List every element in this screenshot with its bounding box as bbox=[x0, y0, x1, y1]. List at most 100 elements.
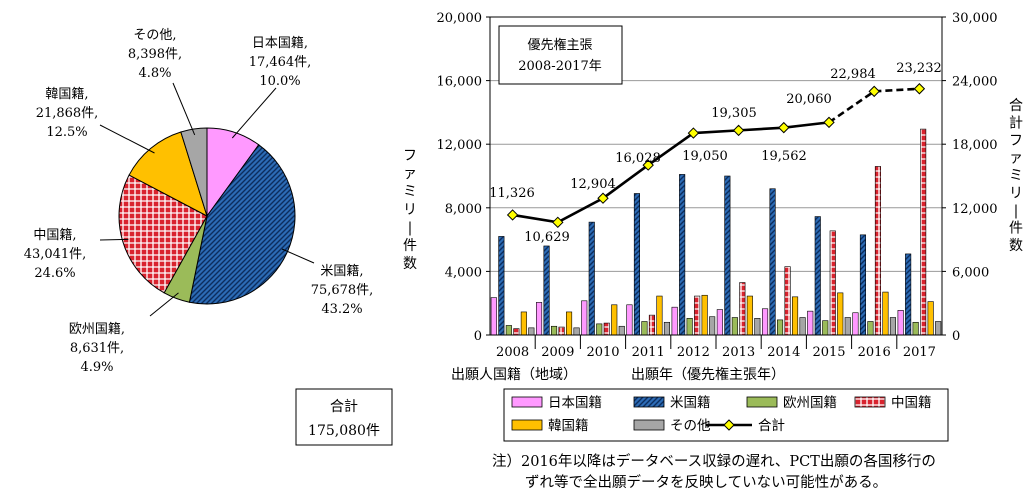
ytick-label-2: 8,000 bbox=[445, 202, 482, 217]
y2tick-label-5: 30,000 bbox=[952, 11, 998, 26]
pie-leader-3 bbox=[99, 238, 129, 241]
pie-chart bbox=[118, 127, 296, 305]
total-label-2015: 20,060 bbox=[786, 92, 832, 107]
ylabel-char-6: 数 bbox=[403, 256, 417, 272]
bar-2012-4 bbox=[701, 294, 708, 336]
y2label-char-2: フ bbox=[1009, 133, 1023, 149]
legend-label-6: 合計 bbox=[758, 418, 785, 434]
pie-caption: 出願人国籍（地域） bbox=[451, 366, 577, 383]
ytick-label-0: 0 bbox=[474, 329, 482, 344]
pie-label-4-0: 韓国籍, bbox=[45, 86, 88, 102]
total-label-2014: 19,562 bbox=[761, 149, 807, 164]
bar-2008-5 bbox=[528, 327, 535, 336]
y2label-char-3: ァ bbox=[1009, 151, 1023, 167]
bar-2011-5 bbox=[663, 321, 671, 336]
bar-2011-0 bbox=[626, 304, 633, 336]
bar-2014-0 bbox=[761, 308, 769, 336]
ylabel-char-3: リ bbox=[403, 202, 417, 218]
ytick-label-3: 12,000 bbox=[437, 138, 483, 153]
y2label-char-8: 数 bbox=[1009, 238, 1023, 254]
total-marker-2015 bbox=[823, 116, 835, 129]
legend-label-4: 韓国籍 bbox=[548, 417, 589, 434]
pie-label-3-1: 43,041件, bbox=[24, 247, 87, 262]
pie-leader-1 bbox=[281, 248, 315, 264]
y2label-char-5: リ bbox=[1009, 186, 1023, 202]
bar-2012-5 bbox=[709, 316, 716, 336]
bar-2014-5 bbox=[799, 317, 806, 336]
total-label-2010: 12,904 bbox=[570, 177, 616, 192]
bar-2015-4 bbox=[837, 292, 844, 336]
bar-2017-1 bbox=[905, 253, 912, 336]
pie-label-5-1: 8,398件, bbox=[128, 47, 182, 62]
bar-2013-0 bbox=[716, 309, 723, 336]
pie-label-0-1: 17,464件, bbox=[249, 55, 312, 70]
bar-2013-5 bbox=[754, 318, 761, 336]
pie-label-2-1: 8,631件, bbox=[70, 341, 124, 356]
y2label-char-7: 件 bbox=[1009, 221, 1023, 237]
legend-label-3: 中国籍 bbox=[891, 394, 932, 411]
total-box: 合計 175,080件 bbox=[295, 388, 393, 446]
bar-title-line1: 優先権主張 bbox=[527, 37, 592, 53]
xtick-label-2011: 2011 bbox=[632, 345, 665, 360]
x-axis-label: 出願年（優先権主張年） bbox=[631, 366, 785, 383]
bar-2017-4 bbox=[927, 301, 934, 336]
total-value: 175,080件 bbox=[308, 423, 380, 439]
bar-series bbox=[490, 128, 942, 336]
footnote-line2: ずれ等で全出願データを反映していない可能性がある。 bbox=[525, 475, 888, 491]
bar-2008-4 bbox=[520, 311, 527, 336]
bar-2016-0 bbox=[852, 312, 859, 336]
total-marker-2017 bbox=[913, 83, 926, 95]
pie-label-4-2: 12.5% bbox=[46, 125, 87, 140]
bar-2015-2 bbox=[822, 320, 829, 336]
pie-leader-5 bbox=[172, 82, 196, 136]
pie-label-3-0: 中国籍, bbox=[33, 227, 76, 243]
pie-labels: 日本国籍, 17,464件, 10.0% 米国籍, 75,678件, 43.2% 欧州国籍,… bbox=[24, 28, 374, 375]
bar-2014-3 bbox=[784, 266, 791, 336]
xtick-label-2016: 2016 bbox=[858, 345, 891, 360]
total-marker-2016 bbox=[868, 85, 880, 98]
total-marker-2013 bbox=[732, 124, 745, 137]
bar-2009-1 bbox=[543, 245, 550, 336]
pie-slice-4 bbox=[128, 131, 208, 218]
bar-2009-3 bbox=[558, 326, 565, 336]
y2tick-label-2: 12,000 bbox=[952, 202, 998, 217]
ylabel-char-4: | bbox=[408, 220, 413, 236]
pie-label-2-0: 欧州国籍, bbox=[69, 321, 125, 337]
bar-2009-5 bbox=[573, 327, 580, 336]
bar-2015-3 bbox=[829, 230, 836, 336]
legend-label-0: 日本国籍 bbox=[548, 394, 602, 411]
xtick-label-2014: 2014 bbox=[767, 345, 800, 360]
bar-2010-0 bbox=[581, 300, 588, 336]
total-label-2017: 23,232 bbox=[896, 61, 942, 76]
bar-axes: 0 4,000 8,000 12,000 16,000 20,000 0 6,000 12,00… bbox=[403, 11, 1023, 360]
bar-2011-4 bbox=[656, 295, 663, 336]
ytick-label-5: 20,000 bbox=[437, 11, 483, 26]
total-marker-2014 bbox=[778, 121, 790, 134]
ylabel-char-2: ミ bbox=[403, 184, 417, 200]
bar-2014-2 bbox=[776, 319, 784, 336]
bar-2009-4 bbox=[565, 311, 573, 336]
xtick-label-2012: 2012 bbox=[677, 345, 710, 360]
bar-title-line2: 2008-2017年 bbox=[518, 59, 602, 74]
total-label: 合計 bbox=[330, 399, 358, 415]
total-marker-2012 bbox=[687, 127, 700, 139]
bar-2012-2 bbox=[686, 318, 693, 336]
total-label-2008: 11,326 bbox=[489, 186, 535, 201]
y2label-char-6: | bbox=[1014, 203, 1019, 219]
bar-2010-5 bbox=[618, 325, 625, 336]
bar-2012-1 bbox=[679, 174, 686, 336]
bar-2010-2 bbox=[596, 323, 603, 336]
bar-2016-1 bbox=[859, 234, 867, 336]
total-label-2011: 16,028 bbox=[615, 151, 661, 166]
y2label-char-4: ミ bbox=[1009, 168, 1023, 184]
xtick-label-2009: 2009 bbox=[541, 345, 574, 360]
bar-2012-0 bbox=[671, 306, 678, 336]
legend-line-marker bbox=[723, 419, 735, 431]
y2tick-label-1: 6,000 bbox=[952, 265, 989, 280]
total-marker-2009 bbox=[552, 216, 564, 229]
bar-2014-4 bbox=[791, 296, 799, 336]
bar-2015-1 bbox=[814, 216, 821, 336]
bar-2009-2 bbox=[550, 325, 558, 336]
xtick-label-2008: 2008 bbox=[496, 345, 529, 360]
legend-swatch-5 bbox=[633, 419, 665, 431]
